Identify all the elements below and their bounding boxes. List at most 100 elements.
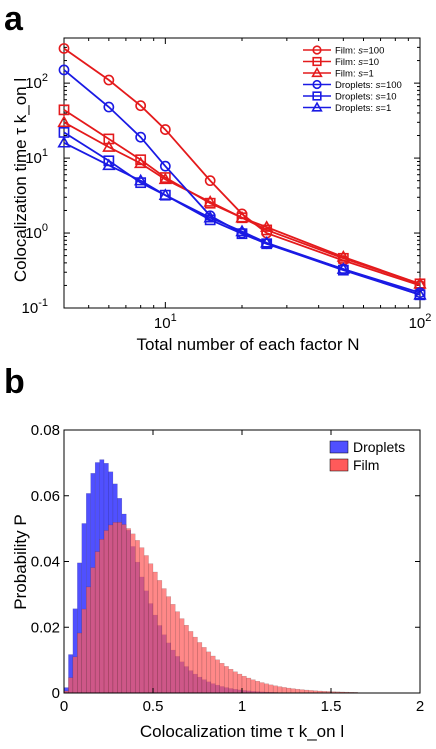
- panel-a-legend-value-4: =10: [380, 92, 396, 103]
- panel-b-bar-1-41: [246, 677, 252, 694]
- panel-a-point-3-3: [159, 160, 171, 172]
- panel-b-bar-1-3: [77, 632, 82, 694]
- panel-a-ytick-label: 100: [25, 222, 48, 242]
- panel-b-series-1: [63, 522, 358, 694]
- panel-b-bar-1-20: [152, 571, 158, 694]
- panel-b-bar-1-39: [237, 673, 243, 694]
- panel-b-xtick-label-3: 1.5: [321, 698, 342, 715]
- panel-b-bar-1-16: [134, 540, 140, 694]
- panel-b-bar-1-47: [272, 685, 278, 694]
- panel-b-bar-1-1: [68, 677, 74, 694]
- panel-b-bar-1-8: [99, 539, 105, 694]
- panel-b-xlabel: Colocalization time τ k_on l: [140, 722, 344, 741]
- panel-a-legend-marker-5: [311, 101, 323, 112]
- panel-a-legend-prefix-2: Film:: [335, 69, 358, 80]
- panel-b-bar-1-17: [139, 547, 145, 694]
- panel-b-bar-1-18: [143, 555, 149, 694]
- panel-a-point-0-3: [159, 124, 171, 135]
- panel-a-ytick-label: 10-1: [22, 297, 48, 317]
- panel-b-bar-1-29: [192, 636, 198, 694]
- panel-b-bar-1-51: [290, 688, 296, 694]
- panel-a-legend-value-3: =100: [380, 80, 401, 91]
- panel-b-bar-1-11: [112, 522, 118, 694]
- panel-b-bar-1-25: [175, 611, 180, 694]
- panel-b-bar-1-33: [210, 655, 216, 694]
- panel-a-point-0-0: [58, 43, 70, 54]
- panel-b-bar-1-49: [281, 687, 287, 694]
- panel-b-bar-1-7: [94, 551, 100, 694]
- panel-a-legend-marker-3: [312, 79, 322, 90]
- panel-b-legend-swatch-0: [329, 440, 349, 454]
- panel-a-legend-prefix-0: Film:: [335, 46, 358, 57]
- panel-b-ytick-label-0: 0: [52, 685, 60, 702]
- panel-a-point-3-2: [135, 131, 147, 143]
- panel-a-point-3-0: [58, 64, 70, 76]
- panel-b-xtick-label-1: 0.5: [143, 698, 164, 715]
- panel-b-bar-1-44: [259, 682, 265, 694]
- panel-b-ytick-label-2: 0.04: [31, 554, 60, 571]
- panel-a-point-2-4: [203, 195, 217, 207]
- panel-b-legend-label-0: Droplets: [353, 439, 405, 455]
- panel-b-bar-1-22: [161, 588, 167, 694]
- panel-b-bar-1-9: [103, 530, 109, 694]
- panel-b-ylabel-text: Probability P: [11, 514, 30, 609]
- panel-b-bar-1-36: [223, 666, 229, 694]
- panel-a-xtick-label-base: 10: [154, 315, 171, 332]
- panel-a-ytick-label-exp: 1: [42, 147, 48, 159]
- panel-b-bar-1-32: [206, 651, 212, 694]
- panel-a-legend-marker-0: [312, 45, 322, 55]
- panel-b-xtick-label-2: 1: [238, 698, 246, 715]
- panel-b-bar-1-23: [166, 596, 172, 694]
- panel-a-point-2-1: [102, 140, 116, 152]
- panel-a-legend-s-4: s: [376, 92, 381, 103]
- panel-b-ytick-label-4: 0.08: [31, 422, 60, 439]
- panel-a-legend-value-5: =1: [380, 103, 391, 114]
- panel-b-xlabel-text: Colocalization time τ k_on l: [140, 722, 344, 741]
- panel-b-ytick-label-1: 0.02: [31, 619, 60, 636]
- panel-a-point-0-2: [135, 100, 147, 112]
- panel-b-bar-1-38: [232, 671, 238, 694]
- panel-a-xtick-label: 102: [409, 312, 432, 332]
- panel-a-legend-label-5: Droplets: s=1: [335, 103, 391, 114]
- panel-a-legend-prefix-4: Droplets:: [335, 92, 376, 103]
- panel-b-legend-swatch-1: [329, 458, 349, 472]
- panel-a-ytick-label: 101: [25, 147, 48, 167]
- panel-b-bar-1-28: [188, 631, 194, 694]
- panel-b-bar-1-21: [157, 580, 163, 694]
- panel-a-point-0-4: [204, 175, 216, 187]
- panel-a-legend-marker-4: [312, 91, 322, 101]
- panel-b-bar-1-34: [215, 659, 220, 694]
- panel-a-xlabel: Total number of each factor N: [136, 335, 359, 354]
- panel-b-bar-1-50: [286, 687, 292, 694]
- panel-a-point-0-1: [103, 74, 115, 86]
- panel-a-xtick-label-exp: 1: [171, 312, 177, 324]
- panel-b-bar-1-14: [126, 528, 131, 694]
- panel-a-legend-prefix-5: Droplets:: [335, 103, 376, 114]
- panel-a-ytick-label: 102: [25, 72, 48, 92]
- panel-a-legend-value-0: =100: [363, 46, 384, 57]
- panel-b-bar-1-30: [197, 642, 203, 694]
- panel-b-bar-1-26: [179, 618, 185, 694]
- panel-a-xtick-label-base: 10: [409, 315, 426, 332]
- panel-a-xlabel-text: Total number of each factor N: [136, 335, 359, 354]
- panel-b-chart: 0 0.5 1 1.5 2 0 0.02 0.04 0.06 0.08 Droplets Film: [31, 422, 424, 715]
- panel-a-series-line-0: [63, 47, 421, 287]
- panel-a-legend-prefix-3: Droplets:: [335, 80, 376, 91]
- panel-a-ytick-label-exp: 0: [42, 222, 48, 234]
- panel-a-point-5-3: [158, 188, 173, 200]
- panel-a-legend-value-1: =10: [363, 57, 379, 68]
- panel-b-bar-1-24: [170, 604, 176, 694]
- panel-b-xtick-label-4: 2: [416, 698, 424, 715]
- panel-a-point-1-0: [58, 104, 70, 116]
- panel-a-point-5-6: [260, 235, 274, 248]
- panel-b-ytick-label-3: 0.06: [31, 488, 60, 505]
- panel-a-point-2-6: [260, 220, 274, 232]
- panel-a-legend-marker-1: [312, 56, 322, 67]
- panel-a-point-2-7: [336, 250, 351, 262]
- panel-a-series-line-2: [63, 121, 421, 285]
- panel-a-ytick-label-base: 10: [22, 300, 39, 317]
- panel-b-bar-1-31: [201, 647, 207, 694]
- panel-a-series-line-1: [63, 109, 421, 285]
- panel-b-bar-1-15: [130, 533, 136, 694]
